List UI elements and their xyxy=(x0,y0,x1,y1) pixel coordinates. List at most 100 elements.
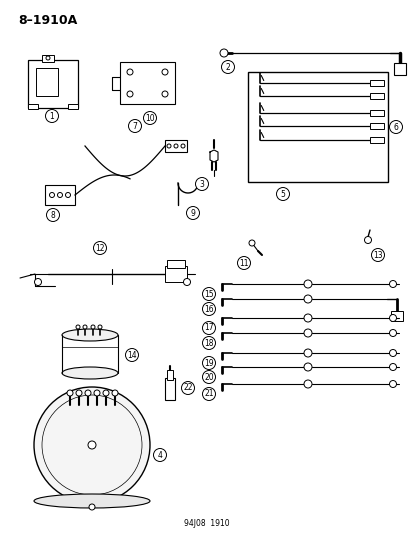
Circle shape xyxy=(143,111,156,125)
Ellipse shape xyxy=(34,494,150,508)
Circle shape xyxy=(173,144,178,148)
Bar xyxy=(165,378,175,400)
Text: 2: 2 xyxy=(225,62,230,71)
Text: 5: 5 xyxy=(280,190,285,198)
Circle shape xyxy=(303,280,311,288)
Text: 16: 16 xyxy=(204,304,213,313)
Circle shape xyxy=(202,303,215,316)
Circle shape xyxy=(303,363,311,371)
Text: 7: 7 xyxy=(132,122,137,131)
Circle shape xyxy=(389,364,396,370)
Circle shape xyxy=(91,325,95,329)
Circle shape xyxy=(186,206,199,220)
Text: 17: 17 xyxy=(204,324,213,333)
Circle shape xyxy=(180,144,185,148)
Text: 19: 19 xyxy=(204,359,213,367)
Ellipse shape xyxy=(62,329,118,341)
Circle shape xyxy=(303,295,311,303)
Circle shape xyxy=(161,91,168,97)
Circle shape xyxy=(389,329,396,336)
Text: 14: 14 xyxy=(127,351,136,359)
Text: 12: 12 xyxy=(95,244,104,253)
Text: 3: 3 xyxy=(199,180,204,189)
Circle shape xyxy=(153,448,166,462)
Circle shape xyxy=(181,382,194,394)
Circle shape xyxy=(46,56,50,60)
Circle shape xyxy=(88,441,96,449)
Circle shape xyxy=(127,69,133,75)
Bar xyxy=(369,80,383,86)
Text: 18: 18 xyxy=(204,338,213,348)
Text: 10: 10 xyxy=(145,114,154,123)
Text: 22: 22 xyxy=(183,384,192,392)
Circle shape xyxy=(128,119,141,133)
Circle shape xyxy=(219,49,228,57)
Circle shape xyxy=(76,390,82,396)
Circle shape xyxy=(303,314,311,322)
Circle shape xyxy=(389,381,396,387)
Bar xyxy=(120,62,175,104)
Circle shape xyxy=(221,61,234,74)
Circle shape xyxy=(67,390,73,396)
Text: 6: 6 xyxy=(393,123,397,132)
Bar xyxy=(42,55,54,62)
Circle shape xyxy=(45,109,58,123)
Circle shape xyxy=(161,69,168,75)
Bar xyxy=(393,63,405,75)
Circle shape xyxy=(248,240,254,246)
Bar xyxy=(166,260,185,268)
Circle shape xyxy=(103,390,109,396)
Circle shape xyxy=(83,325,87,329)
Circle shape xyxy=(303,329,311,337)
Circle shape xyxy=(389,120,401,133)
Circle shape xyxy=(202,336,215,350)
Ellipse shape xyxy=(62,367,118,379)
Circle shape xyxy=(389,314,396,321)
Text: 94J08  1910: 94J08 1910 xyxy=(184,519,229,528)
Text: 1: 1 xyxy=(50,111,54,120)
Circle shape xyxy=(50,192,55,198)
Circle shape xyxy=(34,279,41,286)
Bar xyxy=(165,140,187,152)
Circle shape xyxy=(98,325,102,329)
Text: 8–1910A: 8–1910A xyxy=(18,14,77,27)
Circle shape xyxy=(202,321,215,335)
Bar xyxy=(369,93,383,99)
Circle shape xyxy=(389,350,396,357)
Text: 11: 11 xyxy=(239,259,248,268)
Text: 8: 8 xyxy=(50,211,55,220)
Circle shape xyxy=(363,237,370,244)
Text: 13: 13 xyxy=(372,251,382,260)
Circle shape xyxy=(46,208,59,222)
Text: 21: 21 xyxy=(204,390,213,399)
Circle shape xyxy=(89,504,95,510)
Circle shape xyxy=(237,256,250,270)
Text: 20: 20 xyxy=(204,373,213,382)
Circle shape xyxy=(202,387,215,400)
Bar xyxy=(28,104,38,109)
Circle shape xyxy=(370,248,384,262)
Bar xyxy=(166,370,173,380)
Bar xyxy=(369,123,383,129)
Circle shape xyxy=(112,390,118,396)
Circle shape xyxy=(125,349,138,361)
Circle shape xyxy=(202,357,215,369)
Bar xyxy=(165,266,187,282)
Bar xyxy=(247,72,387,182)
Bar xyxy=(369,110,383,116)
Circle shape xyxy=(65,192,70,198)
Circle shape xyxy=(389,280,396,287)
Bar xyxy=(45,185,75,205)
Circle shape xyxy=(195,177,208,190)
Circle shape xyxy=(202,287,215,301)
Circle shape xyxy=(183,279,190,286)
Circle shape xyxy=(94,390,100,396)
Bar xyxy=(68,104,78,109)
Circle shape xyxy=(76,325,80,329)
Circle shape xyxy=(276,188,289,200)
Text: 15: 15 xyxy=(204,289,213,298)
Circle shape xyxy=(57,192,62,198)
Circle shape xyxy=(303,349,311,357)
Bar xyxy=(390,311,402,321)
Circle shape xyxy=(127,91,133,97)
